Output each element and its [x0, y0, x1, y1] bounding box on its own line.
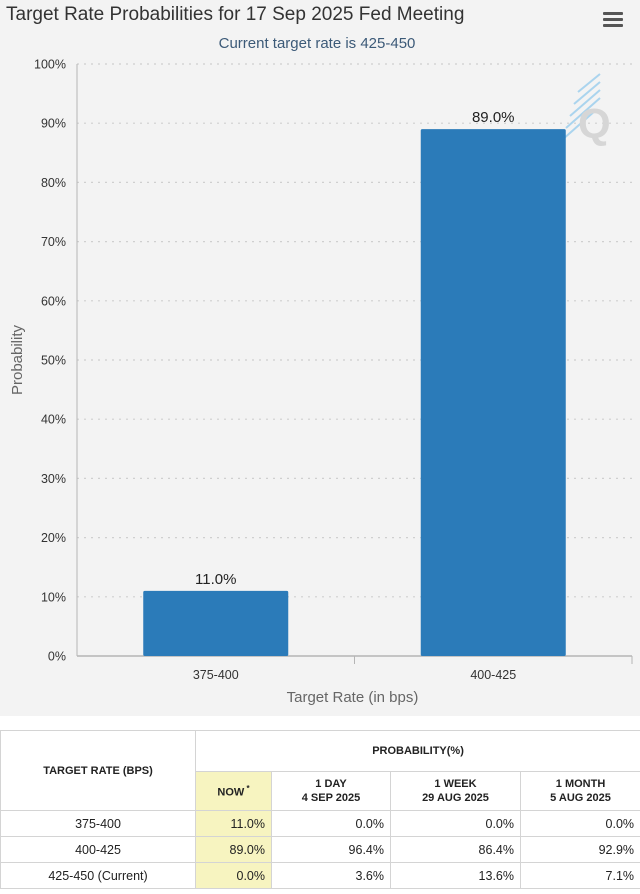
probability-cell: 13.6%	[390, 862, 521, 889]
hamburger-menu-icon[interactable]	[600, 8, 626, 32]
table-row: 375-400 11.0% 0.0% 0.0% 0.0%	[0, 810, 640, 837]
column-header-date: 29 AUG 2025	[422, 792, 489, 804]
probability-cell: 11.0%	[195, 810, 272, 837]
column-header: 1 MONTH 5 AUG 2025	[519, 771, 640, 811]
probability-table: TARGET RATE (BPS) PROBABILITY(%) NOW * 1 …	[0, 730, 640, 894]
y-tick-label: 60%	[41, 294, 66, 308]
rate-column-header: TARGET RATE (BPS)	[0, 730, 196, 811]
probability-cell: 89.0%	[195, 836, 272, 863]
y-tick-label: 80%	[41, 176, 66, 190]
chart-subtitle: Current target rate is 425-450	[218, 35, 416, 52]
column-header-date: 4 SEP 2025	[301, 792, 361, 804]
column-header: NOW *	[195, 771, 272, 811]
y-tick-label: 10%	[41, 590, 66, 604]
y-tick-label: 30%	[41, 472, 66, 486]
y-tick-label: 100%	[34, 58, 66, 72]
y-tick-label: 70%	[41, 235, 66, 249]
y-tick-label: 40%	[41, 413, 66, 427]
chart-area: Target Rate Probabilities for 17 Sep 202…	[0, 0, 640, 716]
data-label: 89.0%	[472, 109, 515, 126]
probability-cell: 0.0%	[195, 862, 272, 889]
column-header-line1: 1 WEEK	[434, 778, 477, 790]
column-header-line1: 1 DAY	[315, 778, 347, 790]
x-tick-label: 375-400	[193, 668, 239, 682]
rate-cell: 375-400	[0, 810, 196, 837]
chart-title: Target Rate Probabilities for 17 Sep 202…	[6, 4, 465, 25]
column-header-line1: NOW	[217, 786, 245, 799]
y-axis-title: Probability	[9, 324, 26, 395]
footnote-marker: *	[244, 784, 250, 794]
bar-chart: 0% 10% 20% 30% 40% 50% 60% 70% 80% 90% 100% Q 11.0…	[9, 58, 633, 706]
y-tick-label: 20%	[41, 531, 66, 545]
y-tick-label: 90%	[41, 117, 66, 131]
x-tick-label: 400-425	[470, 668, 516, 682]
probability-cell: 7.1%	[519, 862, 640, 889]
probability-cell: 0.0%	[271, 810, 391, 837]
bar[interactable]	[420, 129, 566, 656]
probability-cell: 0.0%	[519, 810, 640, 837]
rate-cell: 400-425	[0, 836, 196, 863]
rate-cell: 425-450 (Current)	[0, 862, 196, 889]
data-label: 11.0%	[195, 571, 236, 588]
watermark-logo: Q	[561, 73, 611, 147]
probability-cell: 96.4%	[271, 836, 391, 863]
table-row: 425-450 (Current) 0.0% 3.6% 13.6% 7.1%	[0, 862, 640, 889]
table-row: 400-425 89.0% 96.4% 86.4% 92.9%	[0, 836, 640, 863]
probability-cell: 86.4%	[390, 836, 521, 863]
probability-cell: 3.6%	[271, 862, 391, 889]
column-header: 1 DAY 4 SEP 2025	[271, 771, 391, 811]
x-axis-title: Target Rate (in bps)	[287, 689, 419, 706]
probability-cell: 92.9%	[519, 836, 640, 863]
column-header: 1 WEEK 29 AUG 2025	[390, 771, 521, 811]
svg-text:Q: Q	[578, 100, 611, 147]
y-tick-label: 0%	[48, 650, 66, 664]
column-header-line1: 1 MONTH	[555, 778, 606, 790]
bar[interactable]	[143, 590, 289, 656]
column-header-date: 5 AUG 2025	[550, 792, 611, 804]
probability-cell: 0.0%	[390, 810, 521, 837]
probability-header: PROBABILITY(%)	[194, 730, 640, 772]
y-tick-label: 50%	[41, 354, 66, 368]
